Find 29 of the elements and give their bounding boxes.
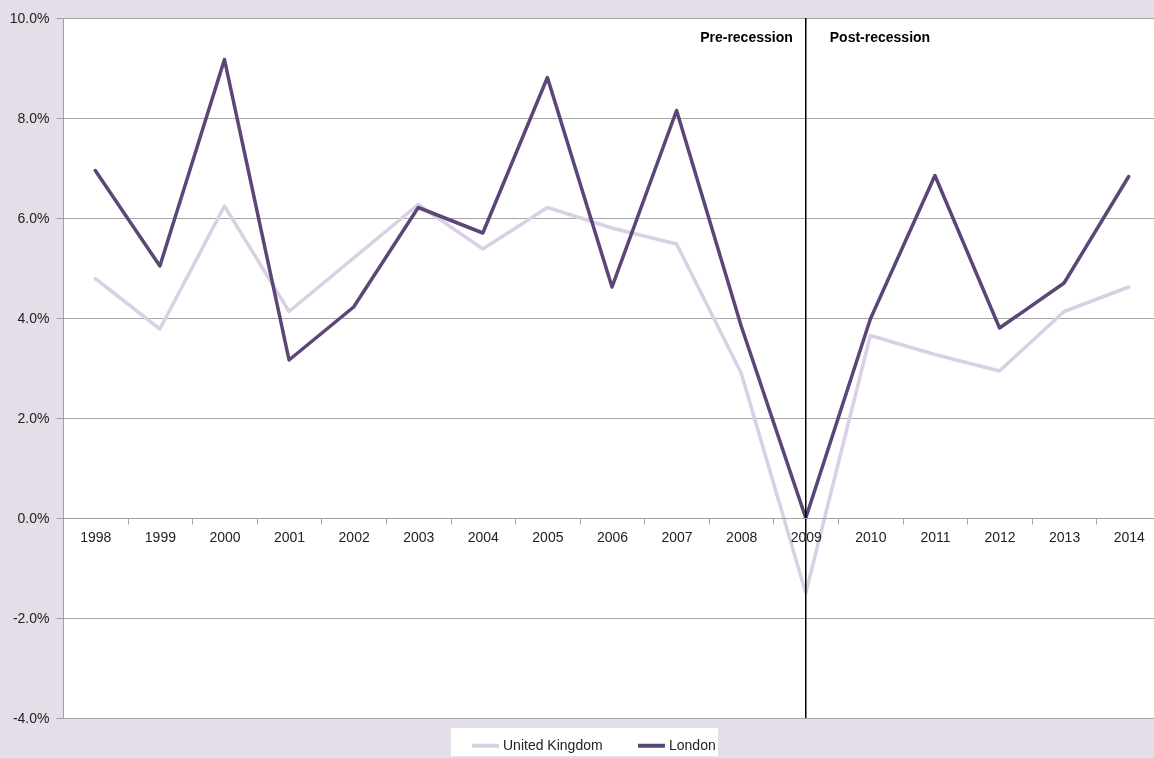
x-tick-label: 2000 [209, 528, 241, 545]
x-tick-label: 2008 [726, 528, 758, 545]
x-tick-label: 1999 [144, 528, 177, 545]
y-tick-label: 0.0% [17, 509, 50, 526]
y-tick-label: 6.0% [17, 209, 50, 226]
x-tick-label: 2006 [596, 528, 629, 545]
x-tick-label: 2010 [855, 528, 887, 545]
y-tick-label: 8.0% [17, 109, 50, 126]
x-tick-label: 2013 [1049, 528, 1081, 545]
y-tick-label: -2.0% [12, 609, 50, 626]
legend-label: London [669, 736, 716, 753]
x-tick-label: 2007 [661, 528, 693, 545]
y-tick-label: 4.0% [17, 309, 50, 326]
x-tick-label: 2001 [273, 528, 306, 545]
x-tick-label: 2012 [984, 528, 1016, 545]
x-tick-label: 1998 [80, 528, 112, 545]
line-series [93, 57, 1131, 520]
x-tick-label: 2004 [467, 528, 500, 545]
legend-label: United Kingdom [503, 736, 603, 753]
y-tick-label: -4.0% [12, 709, 50, 726]
x-tick-label: 2003 [403, 528, 435, 545]
x-tick-label: 2005 [532, 528, 564, 545]
annotation: Post-recession [829, 29, 931, 45]
x-tick-label: 2002 [338, 528, 370, 545]
annotation: Pre-recession [700, 29, 793, 45]
x-tick-label: 2011 [920, 528, 951, 545]
y-tick-label: 10.0% [9, 9, 50, 26]
y-tick-label: 2.0% [17, 409, 50, 426]
x-tick-label: 2014 [1113, 528, 1145, 545]
